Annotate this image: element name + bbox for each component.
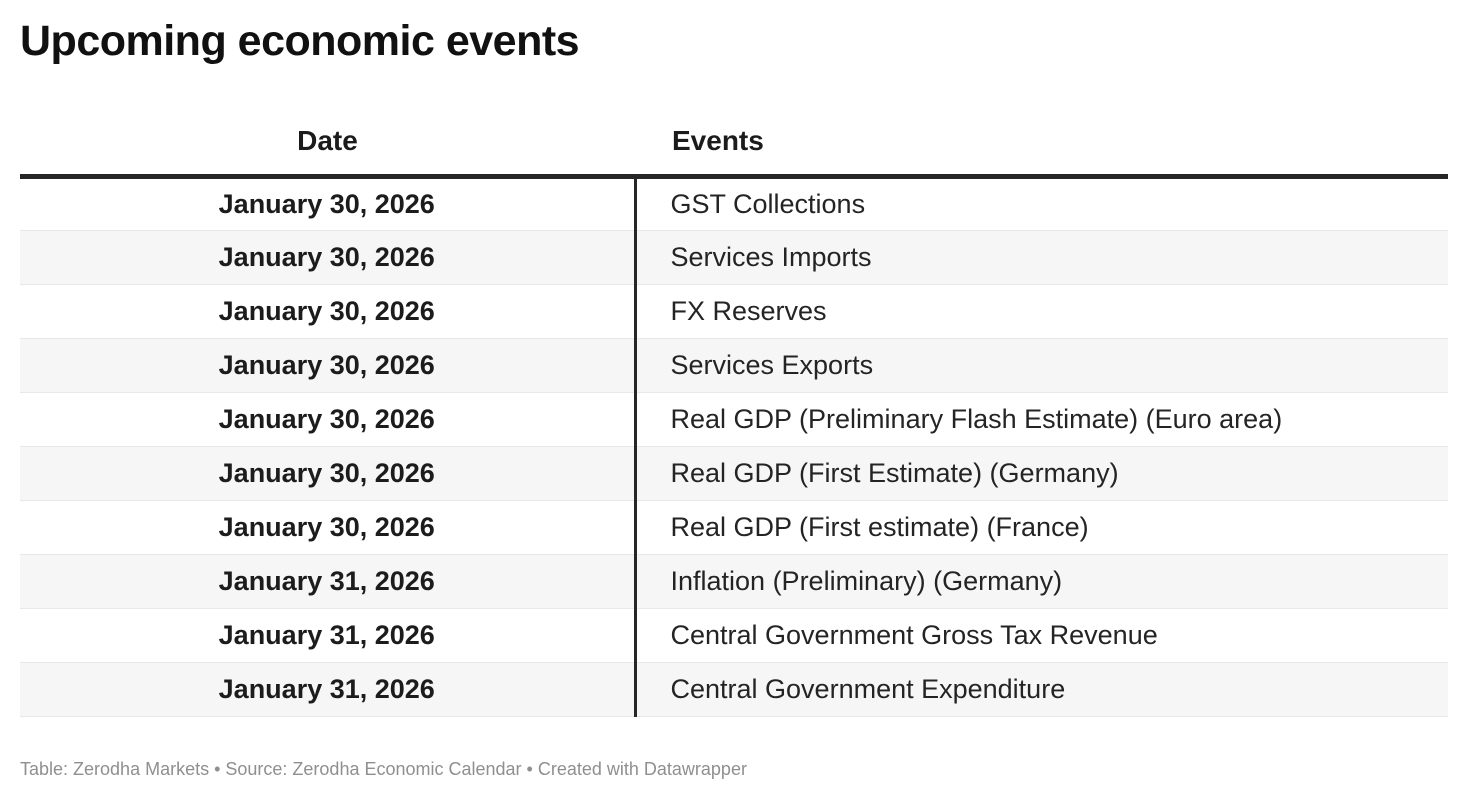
table-row: January 31, 2026 Inflation (Preliminary) …	[20, 554, 1448, 608]
event-cell: Real GDP (Preliminary Flash Estimate) (E…	[633, 392, 1448, 446]
event-cell: Inflation (Preliminary) (Germany)	[633, 554, 1448, 608]
event-cell: Real GDP (First Estimate) (Germany)	[633, 446, 1448, 500]
table-row: January 30, 2026 Real GDP (First estimate…	[20, 500, 1448, 554]
table-header-row: Date Events	[20, 118, 1448, 176]
table-row: January 30, 2026 FX Reserves	[20, 284, 1448, 338]
date-cell: January 30, 2026	[218, 511, 435, 542]
table-row: January 30, 2026 GST Collections	[20, 176, 1448, 230]
column-header-events: Events	[672, 124, 764, 156]
attribution-footer: Table: Zerodha Markets • Source: Zerodha…	[20, 758, 747, 779]
event-cell: Central Government Expenditure	[633, 662, 1448, 716]
table-row: January 30, 2026 Real GDP (First Estimate…	[20, 446, 1448, 500]
date-cell: January 30, 2026	[218, 295, 435, 326]
date-cell: January 30, 2026	[218, 188, 435, 219]
date-cell: January 30, 2026	[218, 457, 435, 488]
event-cell: FX Reserves	[633, 284, 1448, 338]
date-cell: January 31, 2026	[218, 565, 435, 596]
date-cell: January 31, 2026	[218, 619, 435, 650]
table-row: January 30, 2026 Services Imports	[20, 230, 1448, 284]
economic-events-table: Date Events January 30, 2026 GST Collecti…	[20, 118, 1448, 717]
date-cell: January 30, 2026	[218, 241, 435, 272]
event-cell: GST Collections	[633, 176, 1448, 230]
datawrapper-table-page: Upcoming economic events Date Events Jan…	[0, 16, 1468, 781]
page-title: Upcoming economic events	[20, 17, 580, 65]
date-cell: January 30, 2026	[218, 403, 435, 434]
table-body: January 30, 2026 GST Collections January 3…	[20, 176, 1448, 716]
table-header: Date Events	[20, 118, 1448, 176]
column-header-date: Date	[297, 124, 358, 156]
table-row: January 31, 2026 Central Government Gross…	[20, 608, 1448, 662]
event-cell: Central Government Gross Tax Revenue	[633, 608, 1448, 662]
table-row: January 30, 2026 Services Exports	[20, 338, 1448, 392]
table-row: January 30, 2026 Real GDP (Preliminary Fl…	[20, 392, 1448, 446]
event-cell: Real GDP (First estimate) (France)	[633, 500, 1448, 554]
date-cell: January 30, 2026	[218, 349, 435, 380]
date-cell: January 31, 2026	[218, 673, 435, 704]
event-cell: Services Exports	[633, 338, 1448, 392]
event-cell: Services Imports	[633, 230, 1448, 284]
table-row: January 31, 2026 Central Government Expen…	[20, 662, 1448, 716]
